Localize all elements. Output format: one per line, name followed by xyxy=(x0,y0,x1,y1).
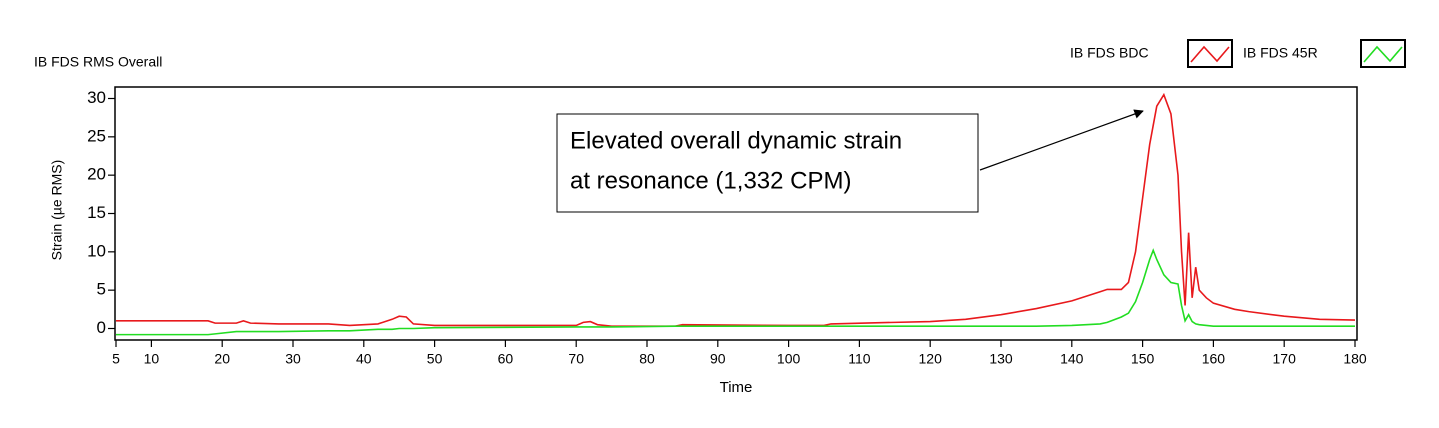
y-tick-label: 15 xyxy=(87,203,106,222)
annotation-arrow xyxy=(979,109,1144,171)
x-tick-label: 100 xyxy=(777,351,801,367)
series-line xyxy=(116,248,1355,336)
x-tick-label: 80 xyxy=(639,351,655,367)
legend: IB FDS BDC IB FDS 45R xyxy=(1070,39,1406,68)
series-line xyxy=(116,92,1356,327)
x-tick-label: 140 xyxy=(1060,351,1084,367)
x-tick-label: 130 xyxy=(989,351,1013,367)
annotation-text: at resonance (1,332 CPM) xyxy=(570,167,851,194)
y-tick-label: 25 xyxy=(87,126,106,145)
chart-title: IB FDS RMS Overall xyxy=(34,54,162,70)
x-tick-label: 170 xyxy=(1273,351,1297,367)
legend-swatch xyxy=(1363,45,1403,63)
x-tick-label: 60 xyxy=(498,351,514,367)
y-tick-label: 5 xyxy=(97,280,106,299)
x-tick-label: 50 xyxy=(427,351,443,367)
y-tick-label: 10 xyxy=(87,241,106,260)
x-tick-label: 150 xyxy=(1131,351,1155,367)
annotation-box xyxy=(556,113,979,213)
x-tick-label: 70 xyxy=(568,351,584,367)
y-tick-label: 30 xyxy=(87,88,106,107)
y-tick-label: 0 xyxy=(97,318,106,337)
x-tick-label: 120 xyxy=(919,351,943,367)
annotation-text: Elevated overall dynamic strain xyxy=(570,127,902,154)
x-tick-label: 10 xyxy=(144,351,160,367)
x-tick-label: 20 xyxy=(214,351,230,367)
x-tick-label: 110 xyxy=(848,351,871,367)
y-tick-label: 20 xyxy=(87,165,106,184)
legend-label: IB FDS 45R xyxy=(1243,45,1318,61)
y-axis-label: Strain (µe RMS) xyxy=(49,160,65,261)
legend-box xyxy=(1187,39,1233,68)
x-tick-label: 40 xyxy=(356,351,372,367)
plot-area xyxy=(116,92,1356,336)
x-tick-label: 180 xyxy=(1343,351,1367,367)
x-axis-label: Time xyxy=(720,379,753,396)
x-tick-label: 160 xyxy=(1202,351,1226,367)
x-tick-label: 30 xyxy=(285,351,301,367)
legend-label: IB FDS BDC xyxy=(1070,45,1149,61)
legend-swatch xyxy=(1190,45,1230,63)
x-tick-label: 5 xyxy=(112,351,120,367)
x-tick-label: 90 xyxy=(710,351,726,367)
